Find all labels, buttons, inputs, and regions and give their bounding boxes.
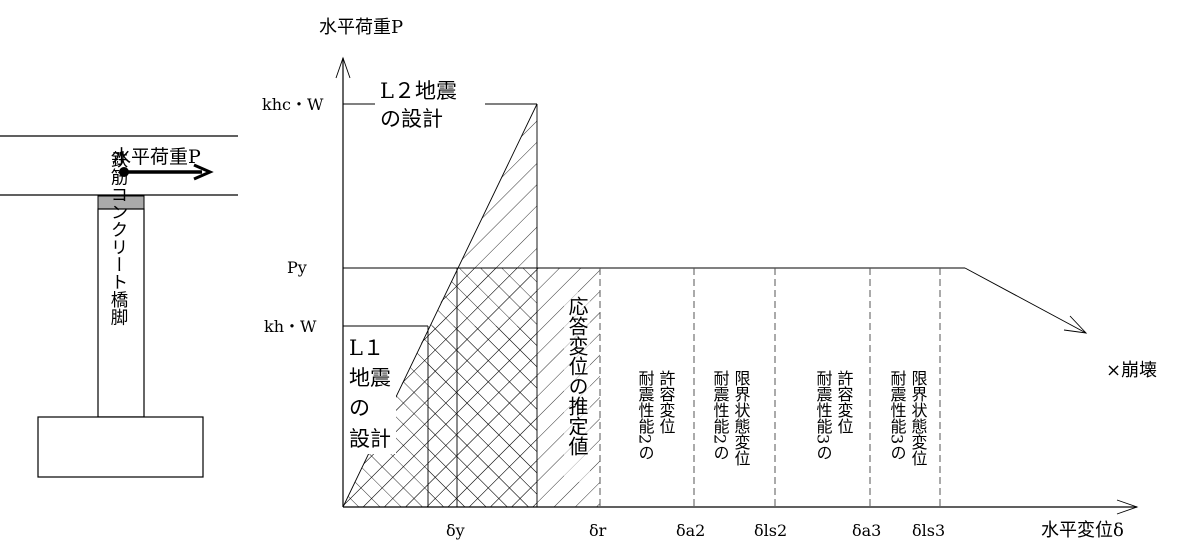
l2-title-line1: L２地震: [380, 79, 457, 103]
x-tick-da2: δa2: [676, 521, 705, 540]
collapse-label: ×崩壊: [1106, 360, 1157, 381]
x-axis-arrow: [1116, 499, 1139, 515]
limit3-line2: 限界状態変位: [909, 370, 928, 466]
region-labels: L２地震 の設計 L１ 地震 の 設計 応答変位の推定値 耐震性能2の 許容変位…: [344, 79, 1157, 482]
response-label-bg: [564, 292, 590, 482]
response-label: 応答変位の推定値: [565, 296, 589, 456]
x-tick-da3: δa3: [852, 521, 881, 540]
axes: [335, 56, 1139, 515]
l1-title-line3: の: [349, 396, 370, 420]
load-arrow-head: [193, 163, 214, 181]
allow3-line1: 耐震性能3の: [814, 370, 833, 460]
allow2-line1: 耐震性能2の: [636, 370, 655, 460]
y-tick-py: Py: [287, 258, 307, 277]
x-tick-dy: δy: [446, 521, 465, 540]
pier-column-label: 鉄筋コンクリート橋脚: [108, 151, 128, 327]
axis-labels: 水平荷重P 水平変位δ khc・W Py kh・W δy δr δa2 δls2…: [262, 17, 1124, 541]
pier-load-label: 水平荷重P: [112, 146, 201, 168]
x-tick-dls2: δls2: [754, 521, 787, 540]
allow2-line2: 許容変位: [657, 370, 676, 434]
x-tick-dr: δr: [589, 521, 607, 540]
l2-title-line2: の設計: [380, 107, 443, 131]
pier-figure: 水平荷重P 鉄筋コンクリート橋脚: [0, 135, 238, 478]
l2-title-bg: [375, 76, 485, 136]
pier-column: [97, 208, 145, 418]
x-tick-dls3: δls3: [912, 521, 945, 540]
y-tick-khc: khc・W: [262, 95, 324, 114]
allow3-line2: 許容変位: [835, 370, 854, 434]
l1-title-line1: L１: [349, 336, 384, 360]
limit2-line2: 限界状態変位: [732, 370, 751, 466]
limit3-line1: 耐震性能3の: [888, 370, 907, 460]
l1-title-line2: 地震: [349, 366, 391, 390]
y-axis-title: 水平荷重P: [319, 17, 403, 38]
l1-title-line4: 設計: [349, 427, 391, 451]
y-axis-arrow: [335, 56, 351, 79]
pier-footing: [37, 416, 204, 478]
collapse-line: [964, 267, 1087, 334]
collapse-arrow-head: [1063, 315, 1088, 334]
hatch-left-py: [428, 268, 537, 507]
limit2-line1: 耐震性能2の: [711, 370, 730, 460]
l1-title-bg: [344, 334, 396, 454]
x-axis-title: 水平変位δ: [1041, 520, 1124, 541]
y-tick-kh: kh・W: [264, 317, 317, 336]
